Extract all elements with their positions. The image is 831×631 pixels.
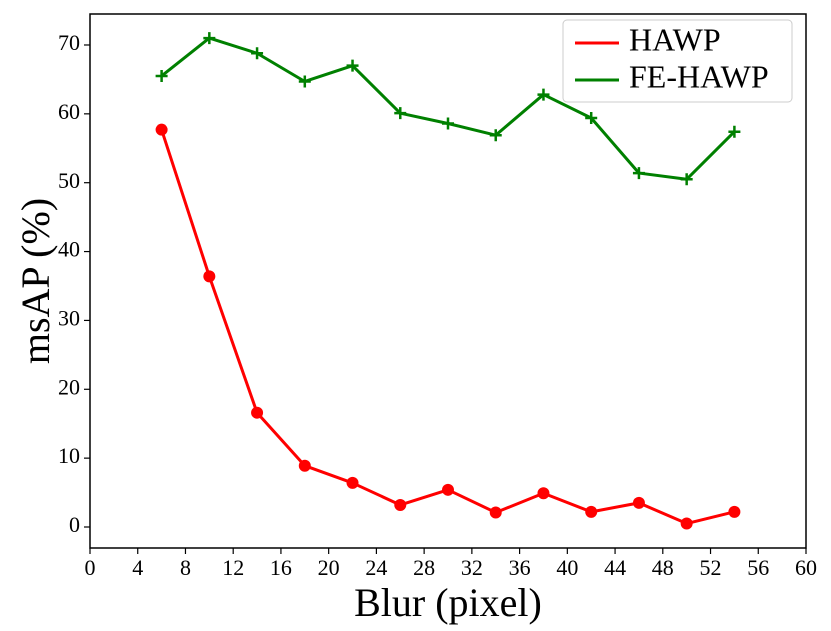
x-tick-label: 56 — [747, 555, 769, 580]
point — [155, 69, 168, 82]
point — [489, 506, 502, 519]
point — [585, 505, 598, 518]
point — [632, 496, 645, 509]
x-tick-label: 48 — [652, 555, 674, 580]
point — [394, 498, 407, 511]
x-tick-label: 32 — [461, 555, 483, 580]
legend-box — [562, 19, 793, 103]
x-axis-label: Blur (pixel) — [354, 580, 542, 625]
point — [537, 487, 550, 500]
y-tick-label: 30 — [58, 305, 80, 330]
point — [203, 270, 216, 283]
point — [728, 125, 741, 138]
point — [155, 123, 168, 136]
x-tick-label: 40 — [556, 555, 578, 580]
plot-frame — [89, 13, 807, 549]
y-tick-label: 0 — [69, 512, 80, 537]
point — [394, 107, 407, 120]
y-tick-label: 20 — [58, 374, 80, 399]
point — [585, 111, 598, 124]
x-tick-label: 20 — [318, 555, 340, 580]
series-line — [160, 129, 735, 526]
point — [537, 88, 550, 101]
y-tick-label: 70 — [58, 30, 80, 55]
x-tick-label: 60 — [795, 555, 817, 580]
y-tick-label: 10 — [58, 443, 80, 468]
x-tick-label: 12 — [222, 555, 244, 580]
point — [298, 75, 311, 88]
y-axis-label: msAP (%) — [13, 198, 58, 364]
x-tick-label: 0 — [85, 555, 96, 580]
x-tick-label: 36 — [509, 555, 531, 580]
x-tick-label: 52 — [700, 555, 722, 580]
x-tick-label: 28 — [413, 555, 435, 580]
legend-label: HAWP — [629, 21, 721, 57]
x-tick-label: 44 — [604, 555, 626, 580]
x-tick-label: 16 — [270, 555, 292, 580]
point — [298, 459, 311, 472]
y-tick-label: 40 — [58, 237, 80, 262]
point — [680, 517, 693, 530]
point — [680, 173, 693, 186]
legend-label: FE-HAWP — [629, 58, 769, 94]
point — [442, 483, 454, 496]
point — [632, 167, 645, 180]
x-tick-label: 24 — [365, 555, 387, 580]
point — [489, 129, 502, 142]
point — [728, 505, 741, 518]
y-tick-label: 50 — [58, 168, 80, 193]
x-tick-label: 8 — [180, 555, 191, 580]
point — [346, 59, 359, 72]
point — [442, 117, 454, 130]
point — [251, 47, 264, 60]
x-tick-label: 4 — [132, 555, 143, 580]
point — [203, 32, 216, 45]
point — [346, 476, 359, 489]
point — [251, 406, 264, 419]
y-tick-label: 60 — [58, 99, 80, 124]
